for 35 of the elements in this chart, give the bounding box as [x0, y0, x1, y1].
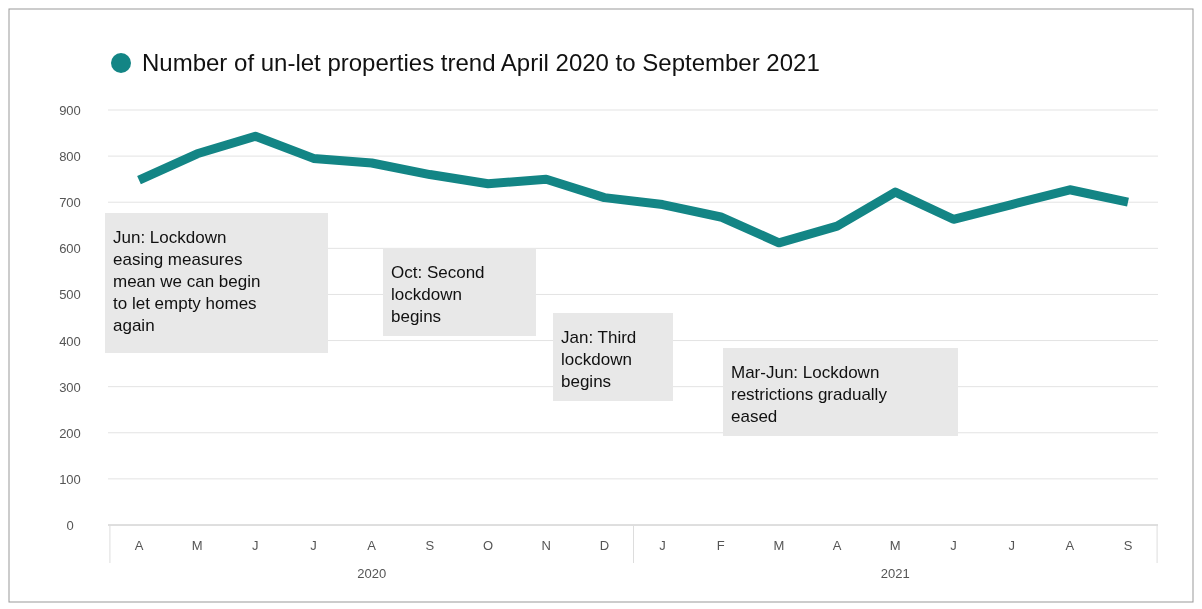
x-tick-label: N: [541, 538, 551, 553]
y-tick-label: 200: [59, 425, 81, 441]
x-tick-label: F: [716, 538, 725, 553]
y-tick-label: 400: [59, 333, 81, 349]
annotation: Oct: Second lockdown begins: [391, 263, 485, 326]
y-tick-label: 300: [59, 379, 81, 395]
x-tick-label: D: [599, 538, 610, 553]
x-tick-label: J: [1008, 538, 1015, 553]
annotation: Mar-Jun: Lockdown restrictions gradually eased: [731, 363, 888, 426]
y-tick-label: 0: [66, 518, 74, 533]
x-tick-label: A: [832, 538, 842, 553]
y-tick-label: 100: [59, 471, 81, 487]
text: 2020: [357, 566, 387, 581]
text: 2021: [880, 566, 910, 581]
annotation: Jan: Third lockdown begins: [561, 328, 637, 391]
x-tick-label: J: [310, 538, 317, 553]
x-tick-label: M: [889, 538, 901, 553]
x-tick-label: J: [659, 538, 666, 553]
y-tick-label: 900: [59, 103, 81, 118]
x-tick-label: A: [1065, 538, 1075, 553]
x-tick-label: S: [1123, 538, 1133, 553]
x-tick-label: M: [773, 538, 785, 553]
y-tick-label: 500: [59, 287, 81, 303]
chart-title: Number of un-let properties trend April 2020 to September 2021: [142, 49, 820, 76]
annotation: Jun: Lockdown easing measures mean we can begin to let empty homes again: [113, 228, 261, 335]
y-tick-label: 600: [59, 241, 81, 257]
x-tick-label: A: [367, 538, 377, 553]
x-tick-label: A: [134, 538, 144, 553]
y-tick-label: 800: [59, 149, 81, 165]
x-tick-label: M: [191, 538, 203, 553]
y-tick-label: 700: [59, 195, 81, 211]
x-tick-label: O: [483, 538, 494, 553]
x-tick-label: J: [950, 538, 957, 553]
x-tick-label: S: [425, 538, 435, 553]
x-tick-label: J: [252, 538, 259, 553]
